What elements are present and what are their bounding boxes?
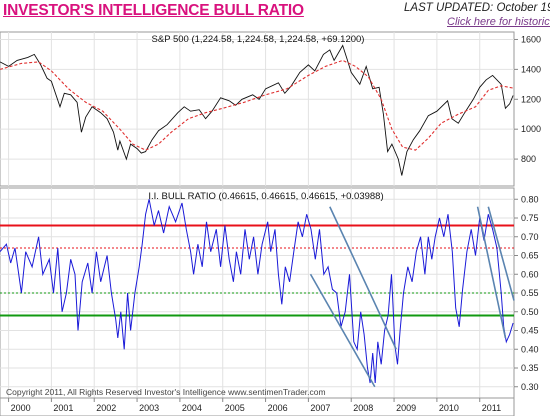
x-tick-label: 2004 xyxy=(182,403,202,413)
x-tick-label: 2002 xyxy=(96,403,116,413)
sp500-grid xyxy=(0,32,514,186)
sp500-panel-title: S&P 500 (1,224.58, 1,224.58, 1,224.58, +… xyxy=(152,34,365,45)
chart-title: INVESTOR'S INTELLIGENCE BULL RATIO xyxy=(3,2,304,19)
bull-ratio-line xyxy=(0,199,514,384)
y-tick-label: 0.40 xyxy=(521,344,539,354)
trend-line xyxy=(309,273,376,388)
x-axis: 2000 2001 2002 2003 2004 2005 2006 2007 2008 2009… xyxy=(0,397,515,416)
last-updated-text: LAST UPDATED: October 19, xyxy=(404,2,550,14)
bull-ratio-panel-title: I.I. BULL RATIO (0.46615, 0.46615, 0.466… xyxy=(148,191,383,202)
y-tick-label: 800 xyxy=(521,154,536,164)
trend-line xyxy=(329,206,397,350)
x-tick-label: 2008 xyxy=(353,403,373,413)
y-tick-label: 0.65 xyxy=(521,251,539,261)
x-tick-label: 2005 xyxy=(225,403,245,413)
trend-line xyxy=(476,206,507,339)
y-tick-label: 0.60 xyxy=(521,269,539,279)
sp500-series xyxy=(0,44,514,176)
bull-ratio-panel: 0.30 0.35 0.40 0.45 0.50 0.55 0.60 0.65 0.70 0.75… xyxy=(0,187,539,399)
x-tick-label: 2006 xyxy=(268,403,288,413)
bull-ratio-y-axis: 0.30 0.35 0.40 0.45 0.50 0.55 0.60 0.65 0.70 0.75… xyxy=(514,194,539,392)
x-tick-label: 2011 xyxy=(482,403,501,413)
historical-data-link[interactable]: Click here for historical xyxy=(447,16,550,28)
y-tick-label: 0.35 xyxy=(521,363,539,373)
y-tick-label: 0.55 xyxy=(521,288,539,298)
x-tick-label: 2001 xyxy=(53,403,73,413)
x-tick-label: 2009 xyxy=(396,403,416,413)
sp500-price-line xyxy=(0,44,514,176)
x-tick-label: 2010 xyxy=(439,403,459,413)
y-tick-label: 0.70 xyxy=(521,232,539,242)
y-tick-label: 1400 xyxy=(521,64,541,74)
x-tick-label: 2007 xyxy=(310,403,330,413)
y-tick-label: 0.75 xyxy=(521,213,539,223)
y-tick-label: 0.80 xyxy=(521,194,539,204)
bull-ratio-reference-lines xyxy=(0,224,514,317)
trend-line xyxy=(487,206,515,301)
moving-average-line xyxy=(0,59,514,151)
sp500-panel: 800 1000 1200 1400 1600 S&P 500 (1,224.58, 1… xyxy=(0,31,541,187)
y-tick-label: 1000 xyxy=(521,124,541,134)
y-tick-label: 1600 xyxy=(521,34,541,44)
bull-ratio-grid xyxy=(0,188,514,398)
bull-ratio-trend-lines xyxy=(309,206,515,388)
copyright-footer: Copyright 2011, All Rights Reserved Inve… xyxy=(6,387,326,397)
y-tick-label: 0.45 xyxy=(521,326,539,336)
y-tick-label: 1200 xyxy=(521,94,541,104)
x-tick-label: 2000 xyxy=(11,403,31,413)
x-tick-label: 2003 xyxy=(139,403,159,413)
bull-ratio-series xyxy=(0,199,514,384)
y-tick-label: 0.50 xyxy=(521,307,539,317)
y-tick-label: 0.30 xyxy=(521,382,539,392)
sp500-y-axis: 800 1000 1200 1400 1600 xyxy=(514,34,541,164)
